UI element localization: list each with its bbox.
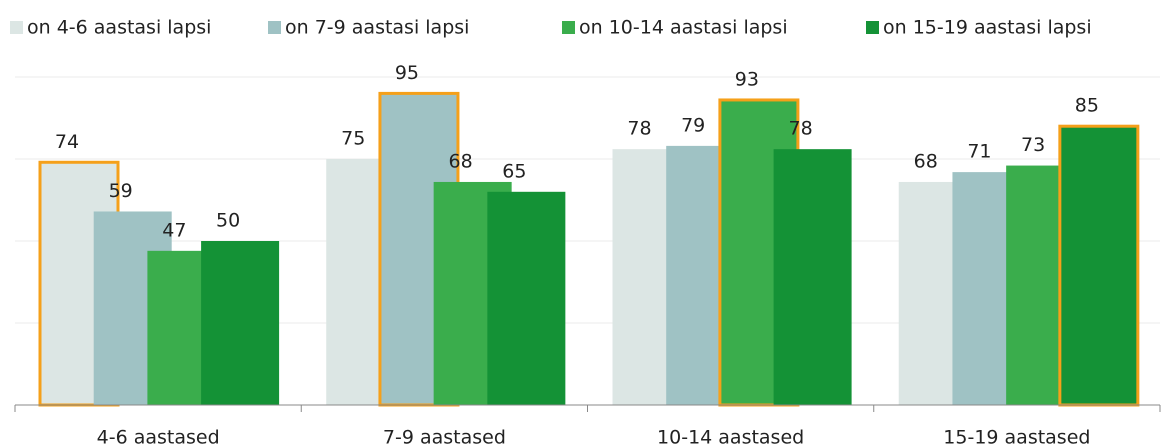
- data-label: 65: [502, 160, 526, 182]
- legend-swatch: [562, 21, 575, 34]
- data-label: 78: [789, 118, 813, 140]
- data-label: 50: [216, 210, 240, 232]
- data-label: 78: [627, 118, 651, 140]
- legend-swatch: [866, 21, 879, 34]
- data-label: 47: [162, 219, 186, 241]
- data-label: 68: [449, 150, 473, 172]
- legend-swatch: [268, 21, 281, 34]
- bar: [201, 241, 280, 405]
- x-tick-label: 15-19 aastased: [943, 427, 1090, 448]
- legend-label: on 10-14 aastasi lapsi: [579, 17, 788, 39]
- data-label: 59: [109, 180, 133, 202]
- data-label: 95: [395, 62, 419, 84]
- data-label: 93: [735, 68, 759, 90]
- x-tick-label: 7-9 aastased: [383, 427, 506, 448]
- bar: [487, 191, 566, 405]
- data-label: 74: [55, 131, 79, 153]
- bar: [773, 149, 852, 405]
- x-tick-label: 10-14 aastased: [657, 427, 804, 448]
- data-label: 79: [681, 114, 705, 136]
- legend-label: on 4-6 aastasi lapsi: [27, 17, 211, 39]
- legend-swatch: [10, 21, 23, 34]
- legend-label: on 15-19 aastasi lapsi: [883, 17, 1092, 39]
- x-tick-label: 4-6 aastased: [97, 427, 220, 448]
- legend-label: on 7-9 aastasi lapsi: [285, 17, 469, 39]
- data-label: 73: [1021, 134, 1045, 156]
- data-label: 75: [341, 128, 365, 150]
- bar: [1058, 124, 1140, 407]
- data-label: 71: [967, 141, 991, 163]
- data-label: 85: [1075, 95, 1099, 117]
- data-label: 68: [914, 150, 938, 172]
